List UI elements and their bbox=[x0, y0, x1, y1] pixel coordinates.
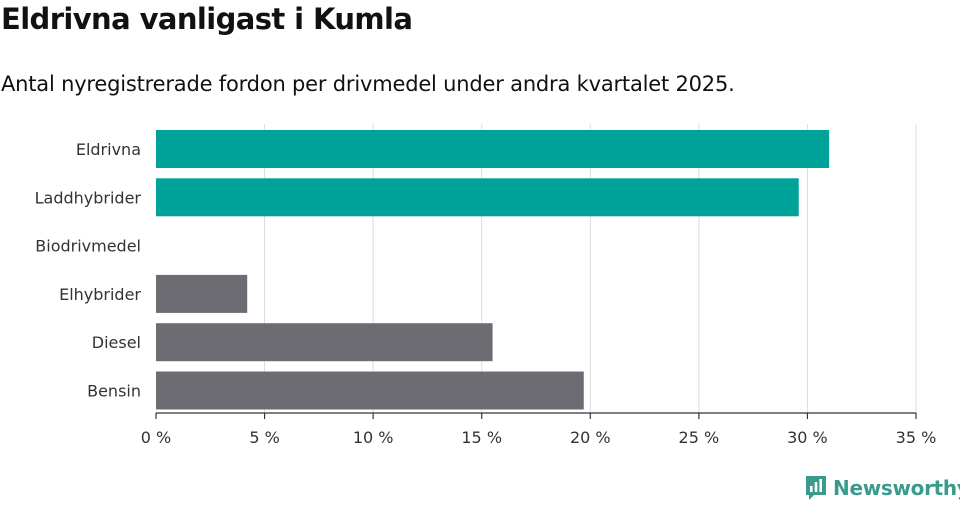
x-tick-label: 30 % bbox=[787, 428, 828, 447]
chart-subtitle: Antal nyregistrerade fordon per drivmede… bbox=[1, 72, 735, 96]
category-label: Bensin bbox=[87, 382, 141, 401]
x-tick-label: 35 % bbox=[896, 428, 937, 447]
x-tick-label: 15 % bbox=[461, 428, 502, 447]
brand-name: Newsworthy bbox=[833, 476, 960, 500]
category-label: Biodrivmedel bbox=[35, 237, 141, 256]
x-tick-label: 25 % bbox=[679, 428, 720, 447]
x-tick-label: 5 % bbox=[249, 428, 279, 447]
bar bbox=[156, 371, 584, 410]
x-tick-label: 20 % bbox=[570, 428, 611, 447]
bar bbox=[156, 178, 799, 217]
category-label: Eldrivna bbox=[76, 140, 141, 159]
bar bbox=[156, 274, 248, 313]
x-tick-label: 0 % bbox=[141, 428, 171, 447]
bar bbox=[156, 323, 493, 362]
newsworthy-logo: Newsworthy bbox=[804, 474, 960, 502]
category-label: Diesel bbox=[92, 333, 141, 352]
bar bbox=[156, 130, 830, 168]
category-label: Laddhybrider bbox=[35, 188, 142, 207]
x-tick-label: 10 % bbox=[353, 428, 394, 447]
category-label: Elhybrider bbox=[59, 285, 141, 304]
bar-chart: Eldrivna Laddhybrider Biodrivmedel Elhybrid… bbox=[35, 124, 937, 447]
chart-title: Eldrivna vanligast i Kumla bbox=[1, 2, 413, 36]
newsworthy-chart-icon bbox=[806, 476, 826, 500]
